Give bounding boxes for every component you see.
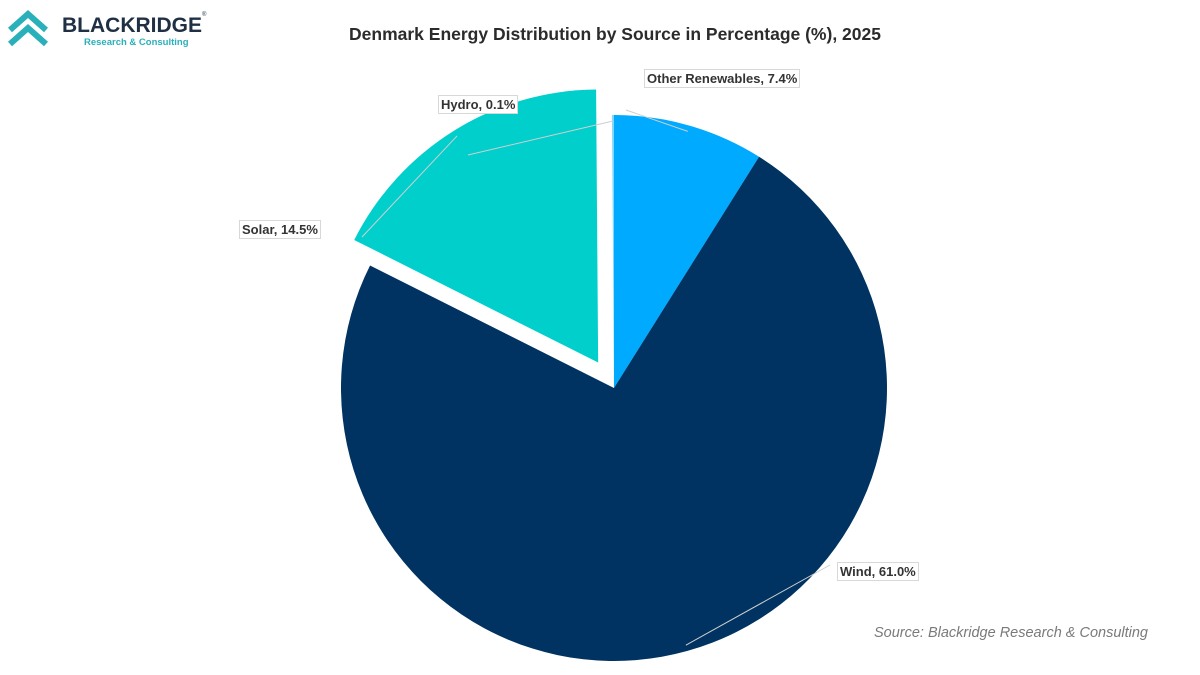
leader-line-other-renewables [625, 109, 688, 132]
leader-line-solar [361, 135, 458, 238]
pie-slice-solar [354, 89, 599, 363]
pie-slice-hydro [611, 115, 614, 388]
logo-mark-icon [8, 9, 48, 47]
data-label-hydro: Hydro, 0.1% [438, 95, 519, 114]
leader-lines [361, 109, 831, 646]
leader-line-hydro [467, 120, 614, 156]
data-label-solar: Solar, 14.5% [239, 220, 321, 239]
logo-tagline: Research & Consulting [84, 37, 189, 48]
pie-slices [341, 89, 888, 661]
chart-title: Denmark Energy Distribution by Source in… [349, 24, 881, 44]
data-label-wind: Wind, 61.0% [837, 562, 919, 581]
leader-line-wind [685, 564, 831, 646]
company-logo: BLACKRIDGE Research & Consulting ® [8, 9, 207, 48]
pie-slice-other-renewables [614, 115, 760, 388]
logo-registered-mark: ® [202, 11, 207, 18]
source-note: Source: Blackridge Research & Consulting [873, 625, 1148, 641]
pie-slice-wind [341, 156, 888, 661]
data-label-other-renewables: Other Renewables, 7.4% [644, 69, 801, 88]
logo-name: BLACKRIDGE [62, 14, 202, 37]
